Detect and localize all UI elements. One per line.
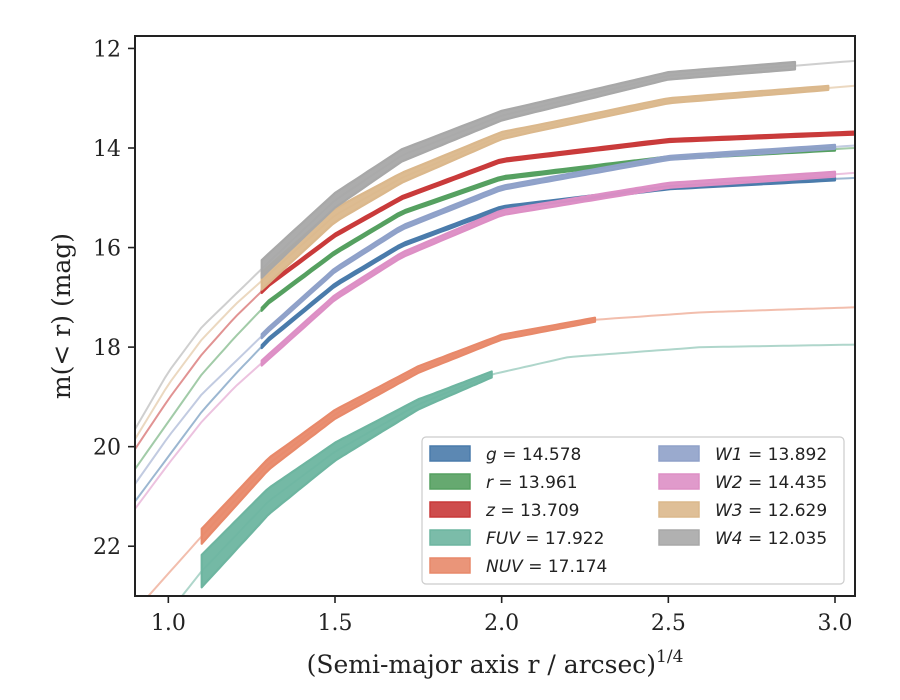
legend-swatch-w1 xyxy=(658,445,700,462)
band-nuv xyxy=(200,316,597,545)
legend-swatch-w2 xyxy=(658,473,700,490)
legend-label-w3: W3 = 12.629 xyxy=(715,501,827,521)
legend-label-g: g = 14.578 xyxy=(486,445,581,465)
band-w2 xyxy=(260,170,837,367)
y-tick-label: 22 xyxy=(93,535,121,560)
legend-swatch-r xyxy=(429,473,471,490)
curve-w1 xyxy=(135,144,855,485)
legend-swatch-g xyxy=(429,445,471,462)
y-axis-label: m(< r) (mag) xyxy=(47,233,76,399)
x-tick-label: 1.0 xyxy=(151,611,186,636)
band-fuv xyxy=(200,370,493,589)
y-tick-label: 20 xyxy=(93,436,121,461)
x-tick-label: 1.5 xyxy=(318,611,353,636)
band-z xyxy=(260,130,855,294)
x-axis-label: (Semi-major axis r / arcsec)1/4 xyxy=(307,647,684,679)
legend-swatch-nuv xyxy=(429,557,471,574)
legend-swatch-z xyxy=(429,501,471,518)
legend-swatch-w3 xyxy=(658,501,700,518)
uncertainty-bands-layer xyxy=(200,60,855,589)
legend-swatch-w4 xyxy=(658,529,700,546)
y-tick-label: 14 xyxy=(93,137,121,162)
y-tick-label: 12 xyxy=(93,37,121,62)
legend: g = 14.578 r = 13.961 z = 13.709 FUV = 17.9… xyxy=(421,436,845,585)
legend-label-w1: W1 = 13.892 xyxy=(715,445,827,465)
legend-box xyxy=(421,436,845,585)
legend-label-w4: W4 = 12.035 xyxy=(715,529,827,549)
legend-label-z: z = 13.709 xyxy=(485,501,579,521)
legend-label-w2: W2 = 14.435 xyxy=(715,473,827,493)
y-tick-label: 18 xyxy=(93,336,121,361)
y-tick-label: 16 xyxy=(93,237,121,262)
band-r xyxy=(260,146,837,312)
band-w3 xyxy=(260,84,830,291)
band-w1 xyxy=(260,143,837,340)
x-tick-label: 3.0 xyxy=(818,611,853,636)
x-tick-label: 2.5 xyxy=(651,611,686,636)
x-tick-label: 2.0 xyxy=(484,611,519,636)
legend-label-fuv: FUV = 17.922 xyxy=(486,529,604,549)
plot-frame xyxy=(134,35,856,597)
axis-ticks: 1.0 1.5 2.0 2.5 3.0 12 14 16 18 20 22 xyxy=(93,37,853,636)
band-g xyxy=(260,176,837,350)
legend-label-r: r = 13.961 xyxy=(486,473,578,493)
legend-label-nuv: NUV = 17.174 xyxy=(486,557,607,577)
legend-swatch-fuv xyxy=(429,529,471,546)
band-w4 xyxy=(260,60,797,279)
